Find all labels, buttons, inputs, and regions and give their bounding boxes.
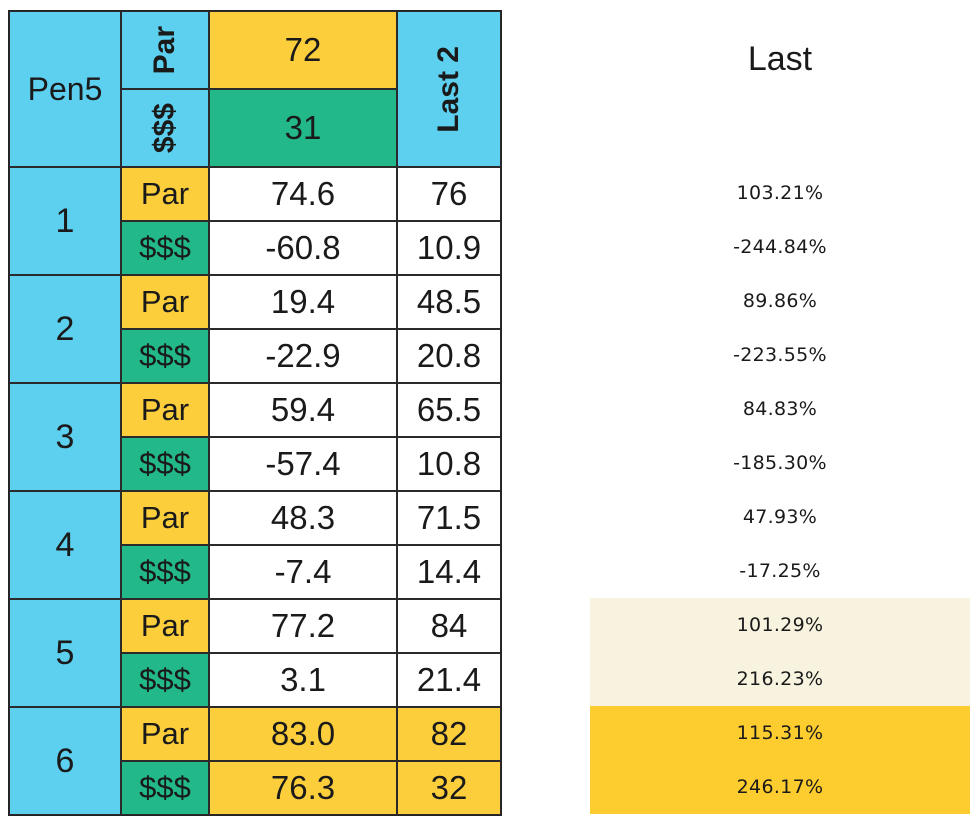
money-value: -7.4 [209,545,397,599]
money-value: -60.8 [209,221,397,275]
money-last2: 14.4 [397,545,501,599]
last-percent-value: -185.30% [733,452,827,474]
last-percent-value: -17.25% [739,560,821,582]
par-row-label: Par [121,275,209,329]
money-row-label: $$$ [121,545,209,599]
par-value: 83.0 [209,707,397,761]
money-last2: 20.8 [397,329,501,383]
par-header-cell: Par [121,11,209,89]
par-last2: 84 [397,599,501,653]
money-header: $$$ [148,102,181,154]
par-last2: 76 [397,167,501,221]
par-value: 74.6 [209,167,397,221]
last-percent-value: 84.83% [742,398,818,420]
group-number: 4 [9,491,121,599]
par-last2: 65.5 [397,383,501,437]
last-percent-value: 47.93% [742,506,818,528]
stats-table: Pen5 Par 72 Last 2 $$$ 31 1 Par 74.6 76 … [8,10,502,816]
group-number: 6 [9,707,121,815]
par-last2: 82 [397,707,501,761]
par-value: 19.4 [209,275,397,329]
money-row-label: $$$ [121,437,209,491]
par-value: 77.2 [209,599,397,653]
last-column-title: Last [747,40,813,78]
last-percent-value: -244.84% [733,236,827,258]
last-percent-value: -223.55% [733,344,827,366]
par-target: 72 [209,11,397,89]
money-row-label: $$$ [121,329,209,383]
last-percent-value: 101.29% [590,598,970,652]
par-row-label: Par [121,491,209,545]
money-last2: 10.9 [397,221,501,275]
money-value: 76.3 [209,761,397,815]
money-row-label: $$$ [121,653,209,707]
money-value: -22.9 [209,329,397,383]
group-number: 3 [9,383,121,491]
par-last2: 48.5 [397,275,501,329]
par-last2: 71.5 [397,491,501,545]
money-header-cell: $$$ [121,89,209,167]
money-last2: 21.4 [397,653,501,707]
money-value: 3.1 [209,653,397,707]
corner-label: Pen5 [9,11,121,167]
last-percent-value: 246.17% [590,760,970,814]
par-value: 48.3 [209,491,397,545]
group-number: 1 [9,167,121,275]
last-percent-column: Last 103.21% -244.84% 89.86% -223.55% 84… [590,0,970,824]
last2-header: Last 2 [432,45,465,133]
money-last2: 10.8 [397,437,501,491]
money-last2: 32 [397,761,501,815]
group-number: 5 [9,599,121,707]
money-target: 31 [209,89,397,167]
par-row-label: Par [121,167,209,221]
money-value: -57.4 [209,437,397,491]
par-row-label: Par [121,599,209,653]
par-row-label: Par [121,707,209,761]
par-row-label: Par [121,383,209,437]
par-value: 59.4 [209,383,397,437]
money-row-label: $$$ [121,761,209,815]
group-number: 2 [9,275,121,383]
par-header: Par [148,25,181,75]
last-percent-value: 115.31% [590,706,970,760]
last-percent-value: 216.23% [590,652,970,706]
last-percent-value: 103.21% [736,182,824,204]
money-row-label: $$$ [121,221,209,275]
last2-header-cell: Last 2 [397,11,501,167]
last-percent-value: 89.86% [742,290,818,312]
